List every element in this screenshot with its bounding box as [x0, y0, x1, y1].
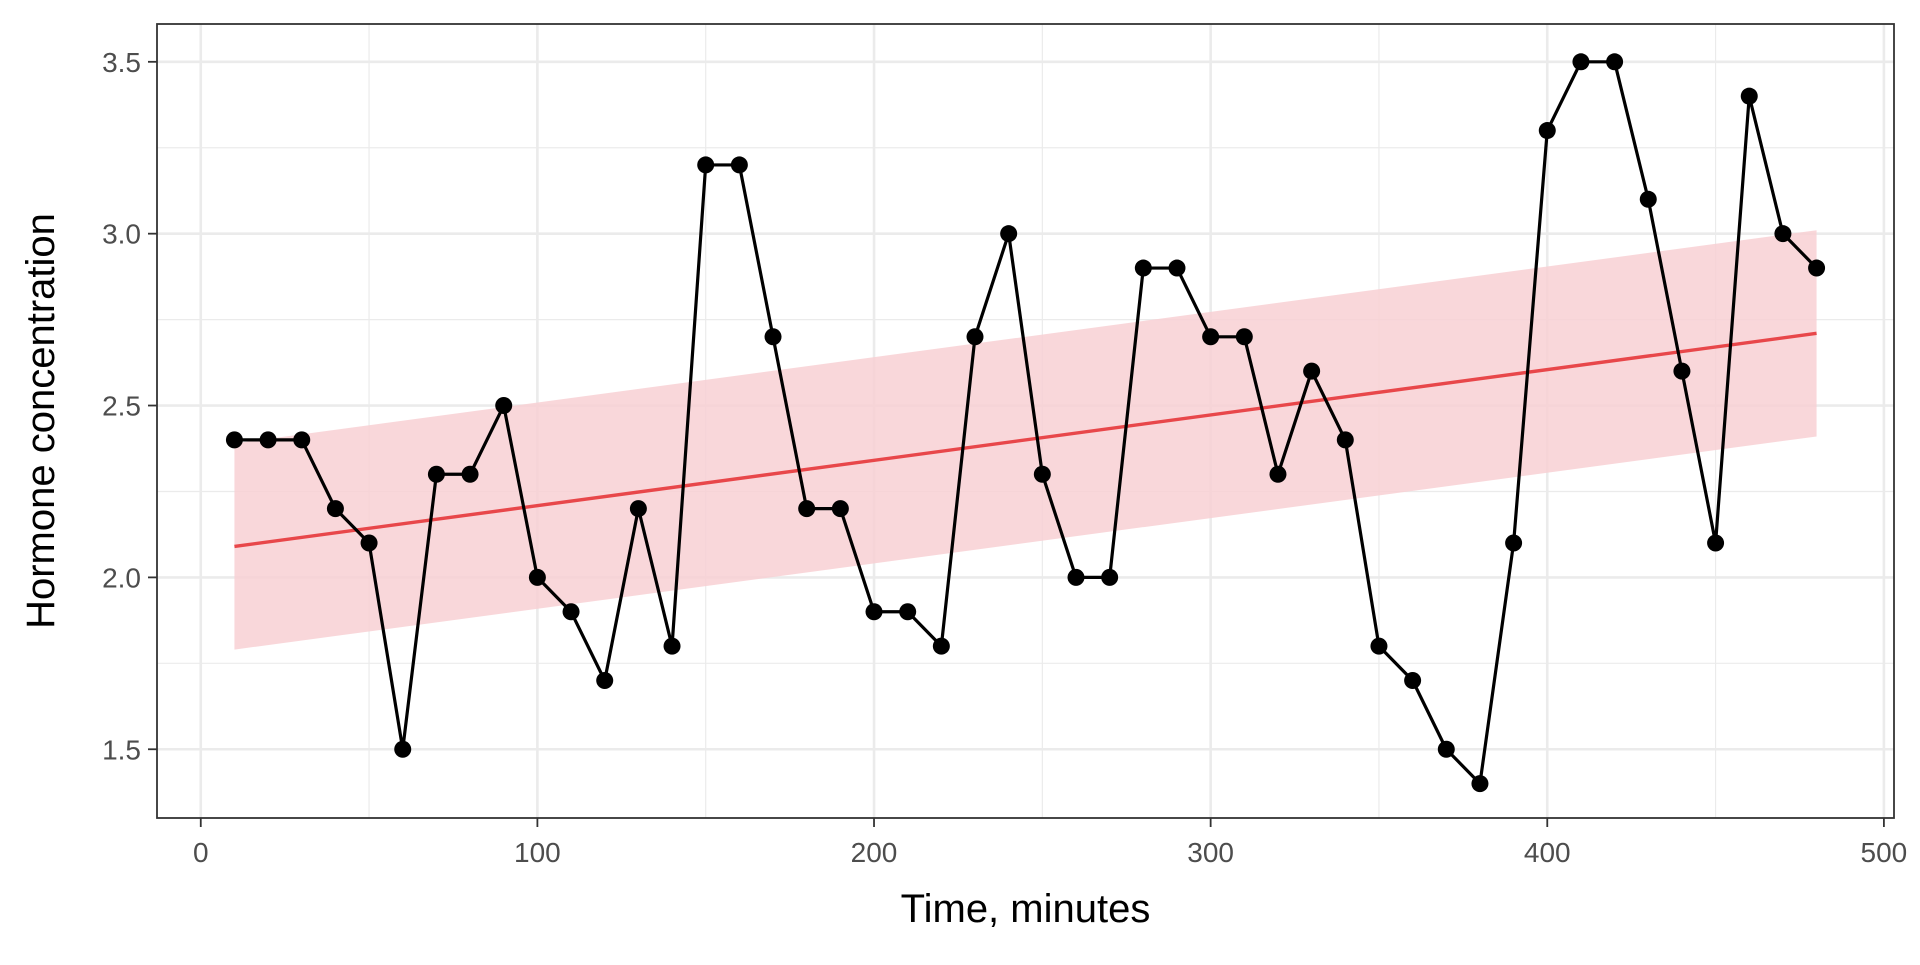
data-point	[259, 431, 277, 449]
data-point	[663, 637, 681, 655]
x-axis-title: Time, minutes	[901, 887, 1151, 931]
data-point	[1067, 568, 1085, 586]
data-point	[1471, 775, 1489, 793]
data-point	[1303, 362, 1321, 380]
data-point	[831, 500, 849, 518]
x-tick-label: 300	[1187, 837, 1234, 868]
data-point	[1505, 534, 1523, 552]
x-tick-label: 0	[193, 837, 209, 868]
panel-border	[156, 23, 1895, 819]
data-point	[461, 465, 479, 483]
data-point	[326, 500, 344, 518]
x-tick-label: 400	[1524, 837, 1571, 868]
data-point	[1606, 53, 1624, 71]
y-tick-label: 2.5	[102, 391, 141, 422]
data-point	[1572, 53, 1590, 71]
x-tick-label: 100	[514, 837, 561, 868]
data-point	[394, 740, 412, 758]
data-point	[1235, 328, 1253, 346]
data-point	[764, 328, 782, 346]
data-point	[932, 637, 950, 655]
data-point	[730, 156, 748, 174]
data-point	[1639, 190, 1657, 208]
data-point	[899, 603, 917, 621]
data-point	[293, 431, 311, 449]
data-point	[865, 603, 883, 621]
y-tick-label: 3.5	[102, 47, 141, 78]
data-point	[629, 500, 647, 518]
x-tick-label: 200	[851, 837, 898, 868]
data-point	[528, 568, 546, 586]
y-tick-label: 2.0	[102, 562, 141, 593]
data-point	[1707, 534, 1725, 552]
data-point	[1168, 259, 1186, 277]
data-point	[1202, 328, 1220, 346]
y-tick-label: 3.0	[102, 219, 141, 250]
data-point	[1336, 431, 1354, 449]
data-point	[1673, 362, 1691, 380]
data-point	[1370, 637, 1388, 655]
data-point	[966, 328, 984, 346]
data-point	[1538, 122, 1556, 140]
data-point	[1404, 672, 1422, 690]
data-point	[1101, 568, 1119, 586]
x-tick-label: 500	[1861, 837, 1908, 868]
trend-line	[234, 331, 1817, 549]
series-layer	[225, 53, 1826, 793]
data-point	[697, 156, 715, 174]
y-tick-label: 1.5	[102, 734, 141, 765]
data-point	[1033, 465, 1051, 483]
y-axis-title: Hormone concentration	[19, 213, 63, 629]
data-point	[360, 534, 378, 552]
data-point	[1269, 465, 1287, 483]
data-point	[1740, 87, 1758, 105]
data-point	[1134, 259, 1152, 277]
data-point	[562, 603, 580, 621]
data-point	[495, 397, 513, 415]
trend-layer	[234, 331, 1817, 549]
data-point	[798, 500, 816, 518]
data-point	[1774, 225, 1792, 243]
data-point	[1000, 225, 1018, 243]
axis-layer: 0 100 200 300 400 500 1.5 2.0 2.5 3.0 3.5	[102, 23, 1908, 868]
data-point	[1808, 259, 1826, 277]
series-line	[234, 60, 1818, 786]
data-point	[596, 672, 614, 690]
data-point	[1437, 740, 1455, 758]
data-point	[225, 431, 243, 449]
data-point	[427, 465, 445, 483]
